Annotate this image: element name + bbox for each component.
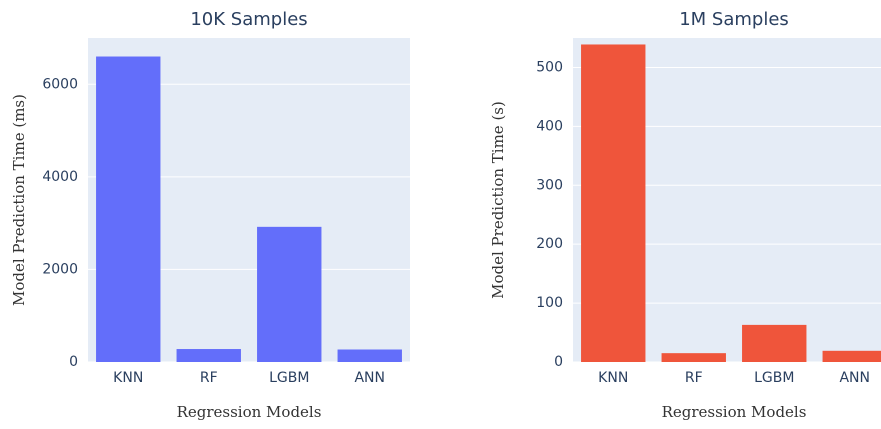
y-tick-label: 0 [554,354,563,370]
y-tick-label: 4000 [42,169,78,185]
bar [257,226,322,362]
bar [581,44,646,362]
x-tick-label: RF [200,370,218,386]
x-tick-label: ANN [354,370,385,386]
bar [337,349,402,362]
y-axis-title: Model Prediction Time (ms) [10,94,28,306]
y-tick-label: 2000 [42,261,78,277]
y-tick-label: 100 [536,295,563,311]
x-axis-title: Regression Models [662,403,807,421]
y-tick-label: 400 [536,118,563,134]
y-tick-label: 0 [69,354,78,370]
chart: 1M Samples Regression Models Model Predict… [489,9,881,421]
bar [96,56,161,363]
x-tick-label: ANN [839,370,870,386]
bar [822,350,881,362]
x-tick-label: KNN [598,370,628,386]
y-axis-title: Model Prediction Time (s) [489,101,507,299]
bar [661,353,726,362]
y-tick-label: 300 [536,177,563,193]
x-tick-label: RF [685,370,703,386]
chart: 10K Samples Regression Models Model Predic… [10,9,410,421]
bar [176,349,241,362]
y-tick-label: 500 [536,59,563,75]
x-axis-title: Regression Models [177,403,322,421]
chart-title: 1M Samples [679,9,789,30]
x-tick-label: LGBM [754,370,794,386]
x-tick-label: LGBM [269,370,309,386]
y-tick-label: 200 [536,236,563,252]
chart-title: 10K Samples [190,9,307,30]
y-tick-label: 6000 [42,76,78,92]
x-tick-label: KNN [113,370,143,386]
bar [742,324,807,362]
